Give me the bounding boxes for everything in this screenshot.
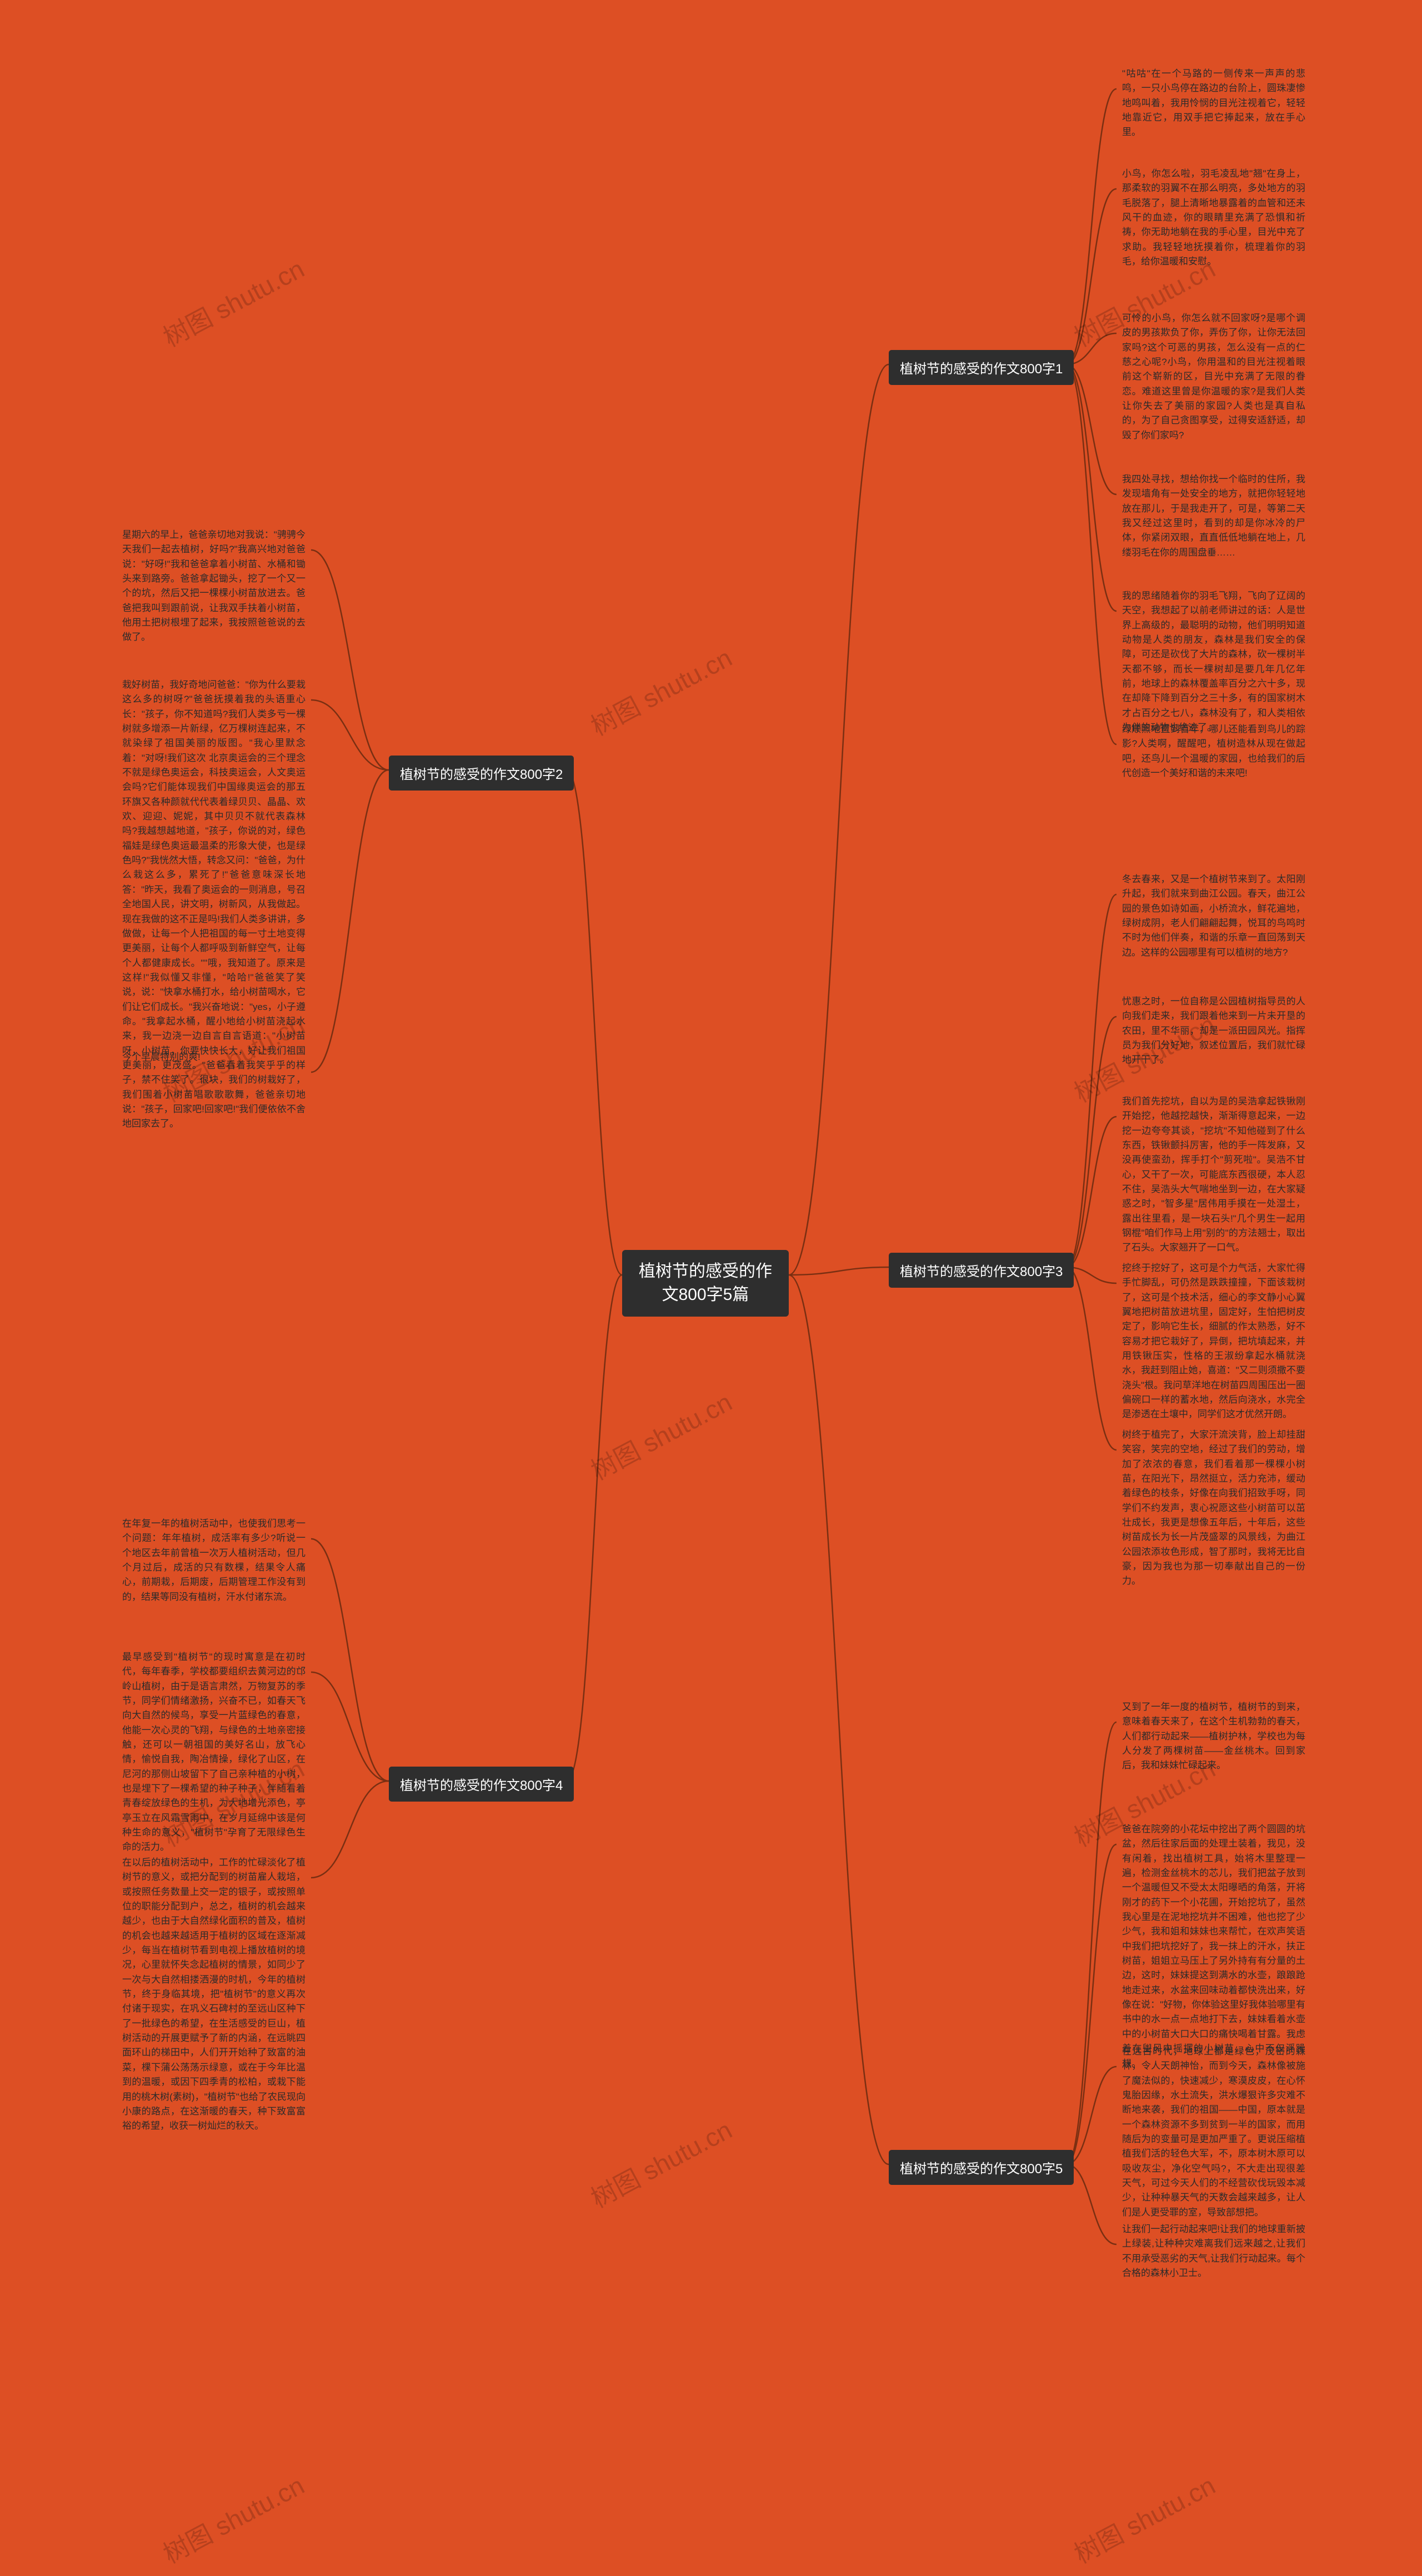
watermark: 树图 shutu.cn xyxy=(1067,2465,1221,2570)
watermark: 树图 shutu.cn xyxy=(584,2110,738,2215)
leaf-text: 今个早晨特别的爽! xyxy=(122,1050,306,1064)
leaf-text: 在远古时代，地球上都是绿色，茂密的森林，令人天朗神怡，而到今天，森林像被施了魔法… xyxy=(1122,2044,1305,2220)
branch-node: 植树节的感受的作文800字2 xyxy=(389,756,574,791)
watermark: 树图 shutu.cn xyxy=(156,2465,310,2570)
branch-node: 植树节的感受的作文800字3 xyxy=(889,1253,1074,1288)
watermark: 树图 shutu.cn xyxy=(156,249,310,354)
leaf-text: 我的思绪随着你的羽毛飞翔，飞向了辽阔的天空，我想起了以前老师讲过的话：人是世界上… xyxy=(1122,589,1305,735)
leaf-text: 树终于植完了，大家汗流浃背，脸上却挂甜笑容，笑完的空地，经过了我们的劳动，增加了… xyxy=(1122,1428,1305,1589)
leaf-text: 忧惠之时，一位自称是公园植树指导员的人向我们走来，我们跟着他来到一片未开垦的农田… xyxy=(1122,994,1305,1068)
leaf-text: 挖终于挖好了，这可是个力气活，大家忙得手忙脚乱，可仍然是跌跌撞撞，下面该栽树了，… xyxy=(1122,1261,1305,1422)
leaf-text: 小鸟，你怎么啦，羽毛凌乱地"翘"在身上，那柔软的羽翼不在那么明亮，多处地方的羽毛… xyxy=(1122,167,1305,269)
leaf-text: 冬去春来，又是一个植树节来到了。太阳刚升起，我们就来到曲江公园。春天，曲江公园的… xyxy=(1122,872,1305,960)
leaf-text: 又到了一年一度的植树节，植树节的到来，意味着春天来了，在这个生机勃勃的春天，人们… xyxy=(1122,1700,1305,1773)
leaf-text: 在年复一年的植树活动中，也使我们思考一个问题：年年植树，成活率有多少?听说一个地… xyxy=(122,1517,306,1604)
leaf-text: 在以后的植树活动中，工作的忙碌淡化了植树节的意义，或把分配到的树苗雇人栽培，或按… xyxy=(122,1855,306,2134)
leaf-text: 绿顺黑地直到百年，哪儿还能看到鸟儿的踪影?人类啊，醒醒吧，植树造林从现在做起吧，… xyxy=(1122,722,1305,781)
branch-node: 植树节的感受的作文800字4 xyxy=(389,1767,574,1802)
leaf-text: 我们首先挖坑，自以为是的吴浩拿起铁锹刚开始挖，他越挖越快，渐渐得意起来，一边挖一… xyxy=(1122,1094,1305,1256)
branch-node: 植树节的感受的作文800字5 xyxy=(889,2150,1074,2185)
leaf-text: 让我们一起行动起来吧!让我们的地球重新披上绿装,让种种灾难离我们远来越之,让我们… xyxy=(1122,2222,1305,2280)
root-node: 植树节的感受的作文800字5篇 xyxy=(622,1250,789,1317)
leaf-text: "咕咕"在一个马路的一侧传来一声声的悲鸣，一只小鸟停在路边的台阶上，圆珠凄惨地鸣… xyxy=(1122,67,1305,140)
watermark: 树图 shutu.cn xyxy=(584,1382,738,1487)
leaf-text: 可怜的小鸟，你怎么就不回家呀?是哪个调皮的男孩欺负了你，弄伤了你，让你无法回家吗… xyxy=(1122,311,1305,443)
root-label: 植树节的感受的作文800字5篇 xyxy=(639,1262,772,1304)
leaf-text: 星期六的早上，爸爸亲切地对我说："骋骋今天我们一起去植树，好吗?"我高兴地对爸爸… xyxy=(122,528,306,645)
watermark: 树图 shutu.cn xyxy=(584,638,738,743)
branch-node: 植树节的感受的作文800字1 xyxy=(889,350,1074,385)
leaf-text: 我四处寻找，想给你找一个临时的住所，我发现墙角有一处安全的地方，就把你轻轻地放在… xyxy=(1122,472,1305,560)
leaf-text: 爸爸在院旁的小花坛中挖出了两个圆圆的坑盆，然后往家后面的处理土装着，我见，没有闲… xyxy=(1122,1822,1305,2071)
leaf-text: 最早感受到"植树节"的现时寓意是在初时代，每年春季，学校都要组织去黄河边的邙岭山… xyxy=(122,1650,306,1855)
